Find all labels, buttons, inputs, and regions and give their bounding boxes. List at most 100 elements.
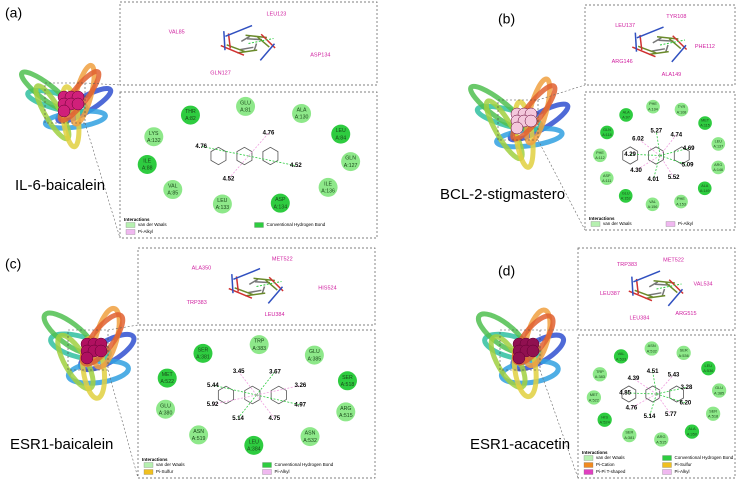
residue [705,406,721,421]
distance: 4.52 [290,163,302,169]
residue-id: A:383 [252,346,266,352]
distance: 5.44 [207,383,219,389]
residue [600,125,614,140]
stick [227,33,232,49]
residue-name: VAL [649,200,656,204]
residue-id: A:381 [196,355,210,361]
interaction [656,393,672,415]
residue [711,383,727,398]
ligand-atom [526,344,540,358]
residue [592,367,608,382]
residue-id: A:350 [687,432,698,437]
legend-swatch [262,462,272,468]
residue-id: A:522 [589,397,599,402]
residue [157,368,177,388]
stick [639,34,643,51]
residue-3d-label: VAL534 [693,282,712,288]
residue-name: ASN [648,343,656,348]
connector [107,369,139,479]
residue-name: GLU [160,403,171,409]
legend-text: Pi-Cation [596,462,615,467]
distance: 6.02 [632,136,644,142]
legend-swatch [665,221,676,227]
residue-name: ASN [193,429,204,435]
residue-name: ARG [714,163,722,167]
stick [635,278,640,295]
stick [225,24,253,38]
residue-id: A:85 [167,191,178,197]
interaction [256,394,275,419]
panel-label: (b) [498,11,515,27]
distance: 4.76 [195,144,207,150]
residue-id: A:536 [679,353,689,358]
residue-id: A:381 [624,435,634,440]
residue-name: SER [625,430,633,435]
residue-id: A:88 [142,166,153,172]
stick [223,31,226,51]
stick [633,270,661,283]
distance: 6.20 [680,400,692,406]
interaction [625,392,657,395]
interaction [659,134,677,156]
legend-text: Conventional Hydrogen Bond [675,455,734,460]
ring [669,385,684,403]
residue-name: LYS [149,131,159,137]
residue-name: GLU [240,100,251,106]
distance: 4.97 [294,402,306,408]
interaction [659,155,674,178]
stick [668,38,682,50]
residue-id: A:533 [616,356,626,361]
distance: 5.14 [232,416,244,422]
residue-name: VAL [168,184,178,190]
legend-title: Interactions [142,457,168,462]
residue-name: TYR [678,105,686,109]
residue [674,102,689,117]
residue-id: A:130 [295,115,309,121]
residue-name: GLU [309,349,320,355]
stick [661,288,666,296]
residue [711,160,726,175]
residue [586,390,602,405]
interaction [256,385,301,396]
interaction [630,153,661,156]
residue-3d-label: ALA149 [662,72,682,78]
distance: 4.76 [263,131,275,137]
residue-id: A:532 [647,348,657,353]
residue-id: A:112 [595,156,605,160]
residue-id: A:127 [344,163,358,169]
residue-name: LEU [217,198,227,204]
hbond [656,283,682,290]
interaction [238,371,257,396]
legend-swatch [583,462,594,468]
ligand-atom [510,121,524,135]
stick [245,292,266,297]
stick [265,279,278,291]
residue [156,399,176,419]
distance: 4.74 [670,132,682,138]
distance: 5.77 [665,412,677,418]
distance: 5.09 [682,163,694,169]
legend-swatch [583,469,594,475]
residue-id: A:149 [700,189,710,193]
residue [137,154,157,174]
ligand-atom [524,114,538,128]
residue-id: A:133 [216,205,230,211]
interaction [212,394,257,405]
residue-name: THR [185,109,196,115]
connector [84,122,121,239]
interaction [659,147,689,156]
interaction [635,155,661,171]
connector [537,84,586,101]
residue-name: PHE [596,151,604,155]
residue-name: ALA [297,108,307,114]
distance: 4.52 [223,176,235,182]
residue [337,371,357,391]
distance: 4.30 [630,168,642,174]
residue [304,345,324,365]
residue-name: ILE [324,181,332,187]
residue-id: A:137 [713,145,723,149]
residue-name: ARG [340,406,351,412]
interaction [237,394,257,419]
residue [318,177,338,197]
legend-swatch [662,469,672,475]
